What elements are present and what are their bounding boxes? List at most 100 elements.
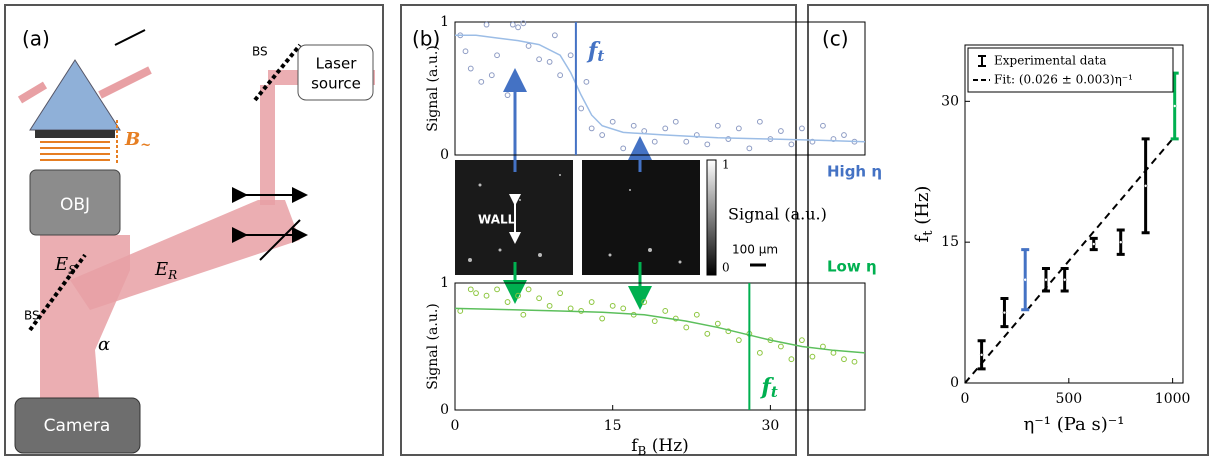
data-point — [467, 65, 474, 72]
data-point — [683, 138, 690, 145]
data-point — [788, 356, 795, 363]
label-main: E — [154, 259, 168, 280]
panel-frame — [807, 4, 1209, 456]
ft-label: ft — [759, 374, 777, 401]
data-point — [1023, 277, 1027, 282]
data-point — [756, 118, 763, 125]
y-axis-label: Signal (a.u.) — [425, 45, 441, 132]
legend-label: Fit: (0.026 ± 0.003)η⁻¹ — [994, 73, 1133, 87]
data-point — [841, 356, 847, 363]
laser-label: Laser — [316, 55, 358, 73]
colorbar-label: Signal (a.u.) — [728, 205, 827, 224]
bs-label: BS — [252, 45, 268, 59]
data-point — [478, 78, 485, 85]
data-point — [620, 305, 627, 312]
data-point — [588, 299, 595, 305]
data-point — [630, 122, 637, 129]
label-sub: B — [638, 444, 647, 458]
x-tick-label: 1000 — [1155, 391, 1191, 407]
data-point — [693, 132, 700, 138]
y-tick-label: 0 — [440, 147, 449, 163]
data-point — [641, 128, 648, 134]
data-point — [735, 337, 742, 344]
label-sub: R — [167, 268, 177, 282]
data-point — [609, 302, 616, 309]
data-point — [567, 52, 574, 59]
es-label: ES — [54, 254, 76, 277]
data-point — [1002, 310, 1007, 315]
panel-frame — [400, 4, 797, 456]
data-point — [525, 43, 532, 49]
data-point — [515, 24, 521, 31]
data-point — [1172, 104, 1177, 108]
optical-setup — [14, 29, 375, 454]
field-label: B~ — [124, 129, 151, 153]
panel-frame — [4, 4, 384, 456]
y-axis-label: ft (Hz) — [912, 186, 936, 243]
data-point — [704, 330, 711, 337]
data-point — [1044, 277, 1048, 282]
data-point — [520, 311, 527, 318]
legend — [967, 47, 1174, 93]
data-point — [536, 56, 543, 63]
beam — [17, 66, 152, 104]
data-point — [1062, 277, 1067, 282]
panel-label: (c) — [822, 27, 849, 51]
panel-label: (b) — [412, 27, 440, 51]
data-point — [746, 145, 753, 152]
data-point — [520, 20, 527, 27]
label-sub: t — [921, 230, 936, 236]
label-sub: t — [771, 383, 778, 401]
data-point — [494, 286, 500, 293]
data-point — [504, 92, 511, 99]
angle-label: α — [98, 334, 110, 355]
high-label: High η — [827, 163, 882, 181]
low-label: Low η — [827, 258, 877, 276]
data-point — [557, 290, 564, 297]
label-unit: (Hz) — [646, 436, 688, 456]
data-point — [588, 125, 595, 132]
y-tick-label: 1 — [440, 275, 449, 291]
label-sub: S — [68, 263, 76, 277]
data-point — [546, 59, 553, 65]
camera-label: Camera — [44, 416, 111, 436]
data-point — [599, 315, 606, 322]
x-tick-label: 15 — [604, 418, 622, 434]
data-point — [979, 353, 984, 357]
data-point — [788, 141, 795, 148]
data-point — [820, 122, 826, 129]
y-axis-label: Signal (a.u.) — [425, 303, 441, 390]
data-point — [488, 72, 495, 79]
objective-label: OBJ — [60, 195, 90, 215]
label-main: B — [124, 129, 140, 150]
data-point — [662, 125, 669, 132]
data-point — [483, 292, 490, 299]
data-point — [672, 118, 679, 125]
x-tick-label: 0 — [451, 418, 460, 434]
label-main: f — [912, 234, 933, 242]
data-point — [473, 290, 479, 297]
data-point — [693, 311, 700, 318]
data-point — [809, 353, 816, 360]
data-point — [536, 295, 543, 302]
data-point — [557, 72, 564, 79]
data-point — [641, 299, 648, 305]
label-sub: t — [597, 47, 604, 65]
beam — [40, 235, 130, 410]
data-point — [504, 299, 511, 305]
data-point — [799, 337, 805, 344]
data-point — [851, 358, 858, 365]
data-point — [494, 52, 500, 59]
data-point — [467, 286, 474, 293]
label-unit: (Hz) — [912, 186, 933, 231]
plot-frame — [964, 44, 1184, 384]
y-tick-label: 1 — [440, 14, 449, 30]
fit-line — [455, 34, 866, 143]
data-point — [714, 320, 721, 327]
legend-label: Experimental data — [994, 54, 1107, 68]
data-point — [1143, 184, 1148, 188]
plot-frame — [454, 21, 866, 156]
data-point — [551, 32, 558, 39]
data-point — [578, 105, 585, 112]
